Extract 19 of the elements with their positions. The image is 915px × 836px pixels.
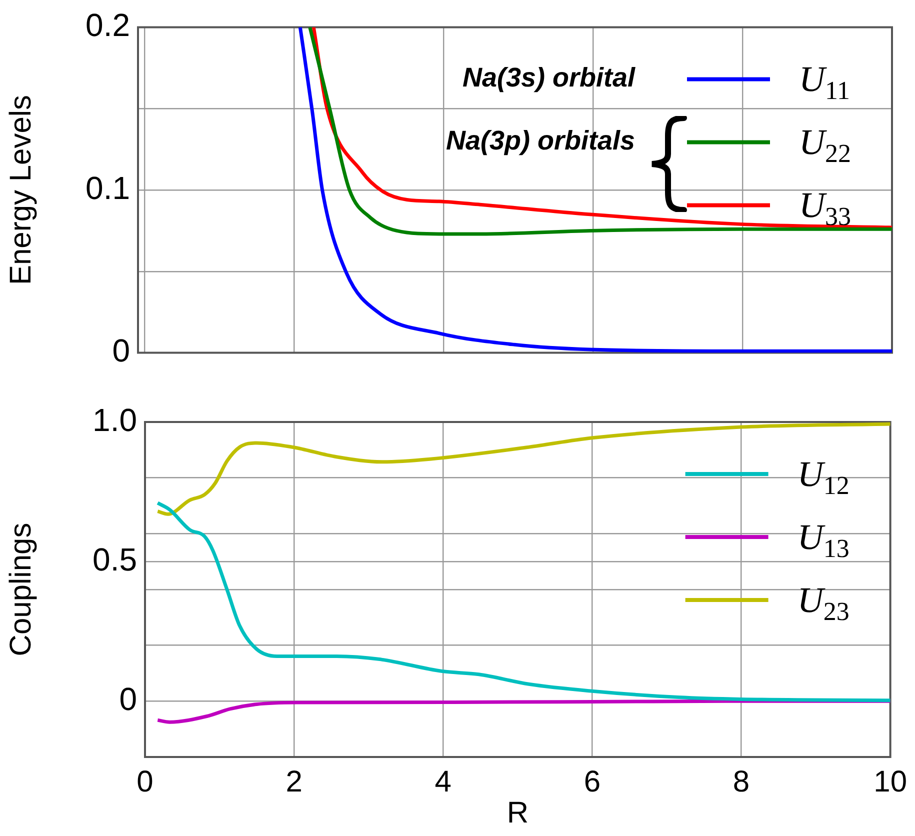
x-tick-label: 8 bbox=[732, 765, 750, 798]
line-series bbox=[156, 422, 890, 516]
y-tick-label: 0.1 bbox=[86, 170, 130, 206]
line-series bbox=[298, 27, 892, 353]
y-tick-label: 0.2 bbox=[86, 7, 130, 44]
y-axis-title: Energy Levels bbox=[4, 94, 38, 286]
annotation: Na(3s) orbital bbox=[462, 62, 636, 93]
line-series bbox=[156, 501, 890, 702]
x-tick-label: 6 bbox=[584, 765, 601, 798]
x-tick-label: 10 bbox=[874, 765, 908, 798]
y-tick-label: 1.0 bbox=[92, 402, 137, 438]
y-tick-label: 0 bbox=[112, 332, 130, 369]
x-tick-label: 4 bbox=[434, 765, 452, 798]
y-tick-label: 0 bbox=[119, 680, 137, 717]
y-axis-title: Couplings bbox=[4, 522, 38, 656]
y-tick-label: 0.5 bbox=[92, 541, 137, 578]
x-tick-label: 2 bbox=[286, 765, 302, 798]
annotation: Na(3p) orbitals bbox=[446, 126, 635, 156]
x-axis-title: R bbox=[506, 796, 528, 830]
